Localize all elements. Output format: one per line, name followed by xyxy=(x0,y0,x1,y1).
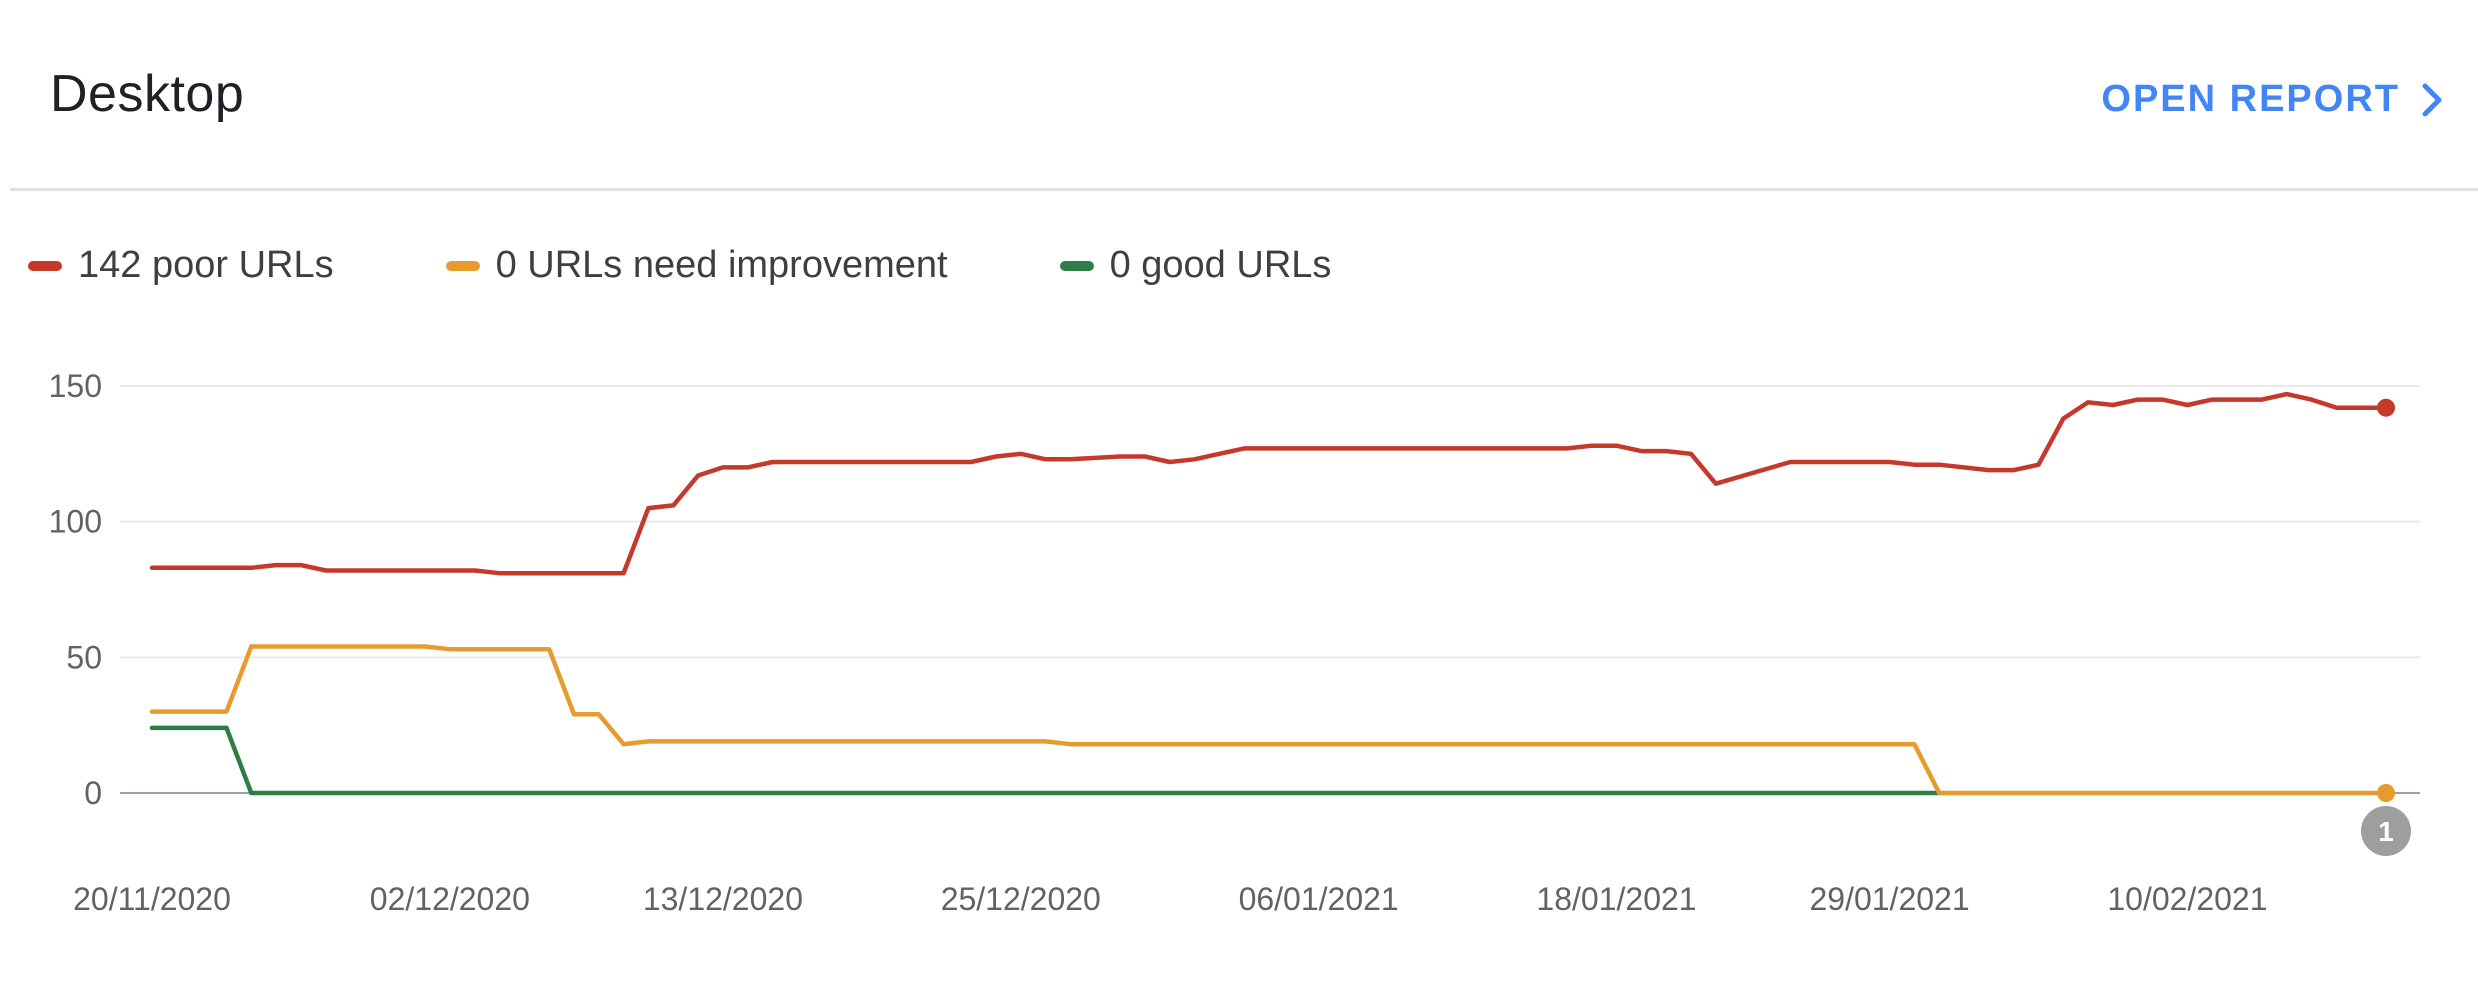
x-tick-label: 18/01/2021 xyxy=(1536,881,1696,917)
legend-swatch-needs-improvement xyxy=(445,260,480,271)
legend-label-good: 0 good URLs xyxy=(1109,244,1332,286)
open-report-link[interactable]: OPEN REPORT xyxy=(2101,78,2446,121)
legend-item-needs-improvement[interactable]: 0 URLs need improvement xyxy=(445,244,948,287)
legend-swatch-poor xyxy=(28,260,62,271)
legend-item-poor[interactable]: 142 poor URLs xyxy=(28,244,334,287)
card-title: Desktop xyxy=(50,65,245,123)
x-tick-label: 06/01/2021 xyxy=(1239,881,1399,917)
chart-legend: 142 poor URLs 0 URLs need improvement 0 … xyxy=(28,244,1443,287)
x-tick-label: 25/12/2020 xyxy=(941,881,1101,917)
legend-swatch-good xyxy=(1059,260,1094,271)
open-report-label: OPEN REPORT xyxy=(2101,78,2400,120)
annotation-badge xyxy=(2361,806,2411,856)
x-tick-label: 29/01/2021 xyxy=(1809,881,1969,917)
series-line xyxy=(149,725,1942,796)
series-line xyxy=(149,644,2389,796)
header-divider xyxy=(10,188,2478,191)
x-tick-label: 10/02/2021 xyxy=(2107,881,2267,917)
chevron-right-icon xyxy=(2422,83,2442,116)
y-tick-label: 0 xyxy=(84,775,102,811)
series-endpoint-dot xyxy=(2377,784,2395,802)
series-endpoint-dot xyxy=(2377,398,2395,417)
x-tick-label: 20/11/2020 xyxy=(73,881,231,917)
x-tick-label: 13/12/2020 xyxy=(643,881,803,917)
y-tick-label: 100 xyxy=(49,504,102,540)
line-chart: 0 50 100 150 20/11/2020 02/12/2020 13/12/2020 2… xyxy=(49,368,2420,917)
y-tick-label: 150 xyxy=(49,368,102,404)
x-tick-label: 02/12/2020 xyxy=(370,881,530,917)
legend-item-good[interactable]: 0 good URLs xyxy=(1059,244,1332,287)
legend-label-poor: 142 poor URLs xyxy=(78,244,334,286)
legend-label-needs-improvement: 0 URLs need improvement xyxy=(495,244,948,286)
annotation-label: 1 xyxy=(2378,816,2394,847)
card-header: Desktop OPEN REPORT xyxy=(0,0,2478,190)
series-line xyxy=(149,391,2389,576)
y-tick-label: 50 xyxy=(66,639,102,675)
